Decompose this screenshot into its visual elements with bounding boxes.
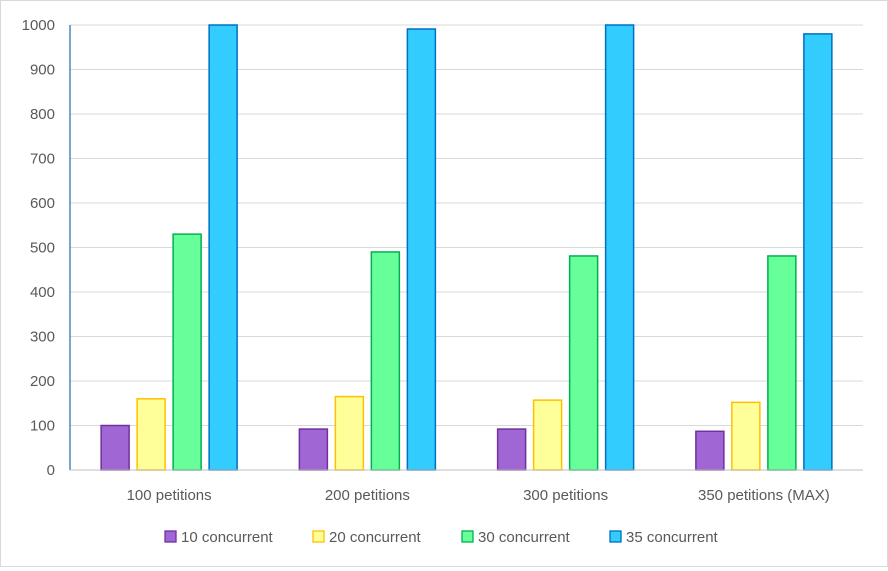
legend: 10 concurrent 20 concurrent 30 concurrent 3… xyxy=(164,529,719,546)
legend-swatch xyxy=(609,530,622,543)
legend-label: 10 concurrent xyxy=(181,529,274,546)
bar xyxy=(100,424,130,471)
bar xyxy=(568,255,599,471)
y-tick-label: 100 xyxy=(30,418,55,435)
y-tick-label: 800 xyxy=(30,106,55,123)
bar xyxy=(298,428,329,471)
x-category-label: 100 petitions xyxy=(127,487,212,504)
bar xyxy=(136,398,166,471)
gridlines xyxy=(70,24,863,426)
legend-label: 30 concurrent xyxy=(478,529,571,546)
bar xyxy=(334,395,365,471)
bar xyxy=(604,24,635,471)
y-tick-label: 700 xyxy=(30,151,55,168)
y-tick-label: 600 xyxy=(30,195,55,212)
y-tick-label: 500 xyxy=(30,240,55,257)
x-category-label: 300 petitions xyxy=(523,487,608,504)
legend-swatch xyxy=(461,530,474,543)
bar xyxy=(695,430,725,471)
bar xyxy=(803,33,833,471)
bar xyxy=(208,24,238,471)
y-tick-label: 1000 xyxy=(22,17,55,34)
legend-label: 20 concurrent xyxy=(329,529,422,546)
x-category-label: 350 petitions (MAX) xyxy=(698,487,830,504)
y-axis-ticks: 0 100 200 300 400 500 600 700 800 900 1000 xyxy=(22,17,55,479)
bar xyxy=(406,28,437,471)
y-tick-label: 400 xyxy=(30,284,55,301)
bar xyxy=(731,401,761,471)
bar xyxy=(496,428,527,471)
x-category-label: 200 petitions xyxy=(325,487,410,504)
legend-swatch xyxy=(312,530,325,543)
y-tick-label: 0 xyxy=(47,462,55,479)
y-tick-label: 200 xyxy=(30,373,55,390)
bar xyxy=(370,251,401,471)
axes xyxy=(69,25,863,471)
y-tick-label: 300 xyxy=(30,329,55,346)
y-tick-label: 900 xyxy=(30,62,55,79)
bar xyxy=(532,399,563,471)
legend-label: 35 concurrent xyxy=(626,529,719,546)
x-axis-categories: 100 petitions 200 petitions 300 petitions 3… xyxy=(127,487,830,504)
bar xyxy=(172,233,202,471)
bar xyxy=(767,255,797,471)
legend-swatch xyxy=(164,530,177,543)
